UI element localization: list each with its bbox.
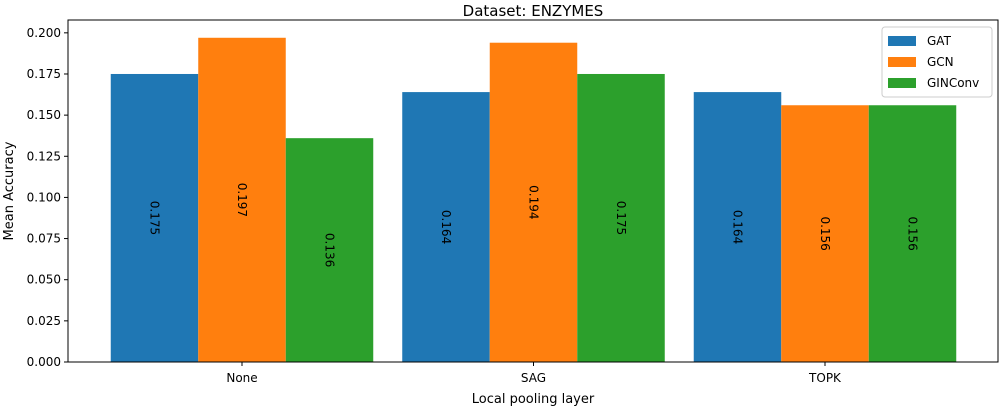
- y-tick-label: 0.025: [27, 314, 61, 328]
- x-axis-ticks: None SAG TOPK: [226, 362, 842, 385]
- bar-gcn-sag: [489, 42, 578, 363]
- y-tick-label: 0.150: [27, 108, 61, 122]
- data-label: 0.136: [323, 233, 337, 267]
- y-tick-label: 0.000: [27, 355, 61, 369]
- legend: GAT GCN GINConv: [881, 26, 993, 98]
- legend-swatch-gcn: [888, 57, 916, 67]
- legend-label-ginconv: GINConv: [927, 76, 979, 90]
- data-label: 0.175: [148, 201, 162, 235]
- data-label: 0.164: [731, 210, 745, 244]
- chart-title: Dataset: ENZYMES: [463, 2, 604, 20]
- legend-label-gat: GAT: [927, 34, 952, 48]
- y-tick-label: 0.200: [27, 26, 61, 40]
- bar-gat-sag: [402, 92, 490, 362]
- x-tick-label: SAG: [521, 371, 546, 385]
- y-axis-label: Mean Accuracy: [2, 141, 17, 240]
- bar-gat-none: [110, 73, 199, 362]
- y-tick-label: 0.075: [27, 232, 61, 246]
- data-label: 0.156: [906, 216, 920, 250]
- bar-gcn-none: [198, 37, 286, 363]
- bar-ginconv-none: [285, 138, 374, 362]
- y-tick-label: 0.175: [27, 67, 61, 81]
- data-label: 0.156: [818, 216, 832, 250]
- bar-gat-topk: [693, 92, 782, 362]
- data-labels-layer: 0.175 0.164 0.164 0.197 0.194 0.156 0.136 0.175…: [148, 183, 920, 268]
- y-tick-label: 0.050: [27, 273, 61, 287]
- bar-ginconv-topk: [868, 105, 957, 362]
- y-tick-label: 0.125: [27, 149, 61, 163]
- x-axis-label: Local pooling layer: [472, 392, 595, 406]
- bar-ginconv-sag: [577, 73, 665, 362]
- x-tick-label: None: [226, 371, 257, 385]
- legend-swatch-gat: [888, 36, 916, 46]
- legend-label-gcn: GCN: [927, 55, 954, 69]
- legend-swatch-ginconv: [888, 78, 916, 88]
- data-label: 0.194: [527, 185, 541, 219]
- data-label: 0.197: [235, 183, 249, 217]
- bars-layer: [110, 37, 957, 363]
- x-tick-label: TOPK: [808, 371, 842, 385]
- bar-gcn-topk: [781, 105, 869, 362]
- data-label: 0.164: [439, 210, 453, 244]
- y-tick-label: 0.100: [27, 190, 61, 204]
- y-axis-ticks: 0.000 0.025 0.050 0.075 0.100 0.125 0.150 0.175…: [27, 26, 68, 369]
- data-label: 0.175: [614, 201, 628, 235]
